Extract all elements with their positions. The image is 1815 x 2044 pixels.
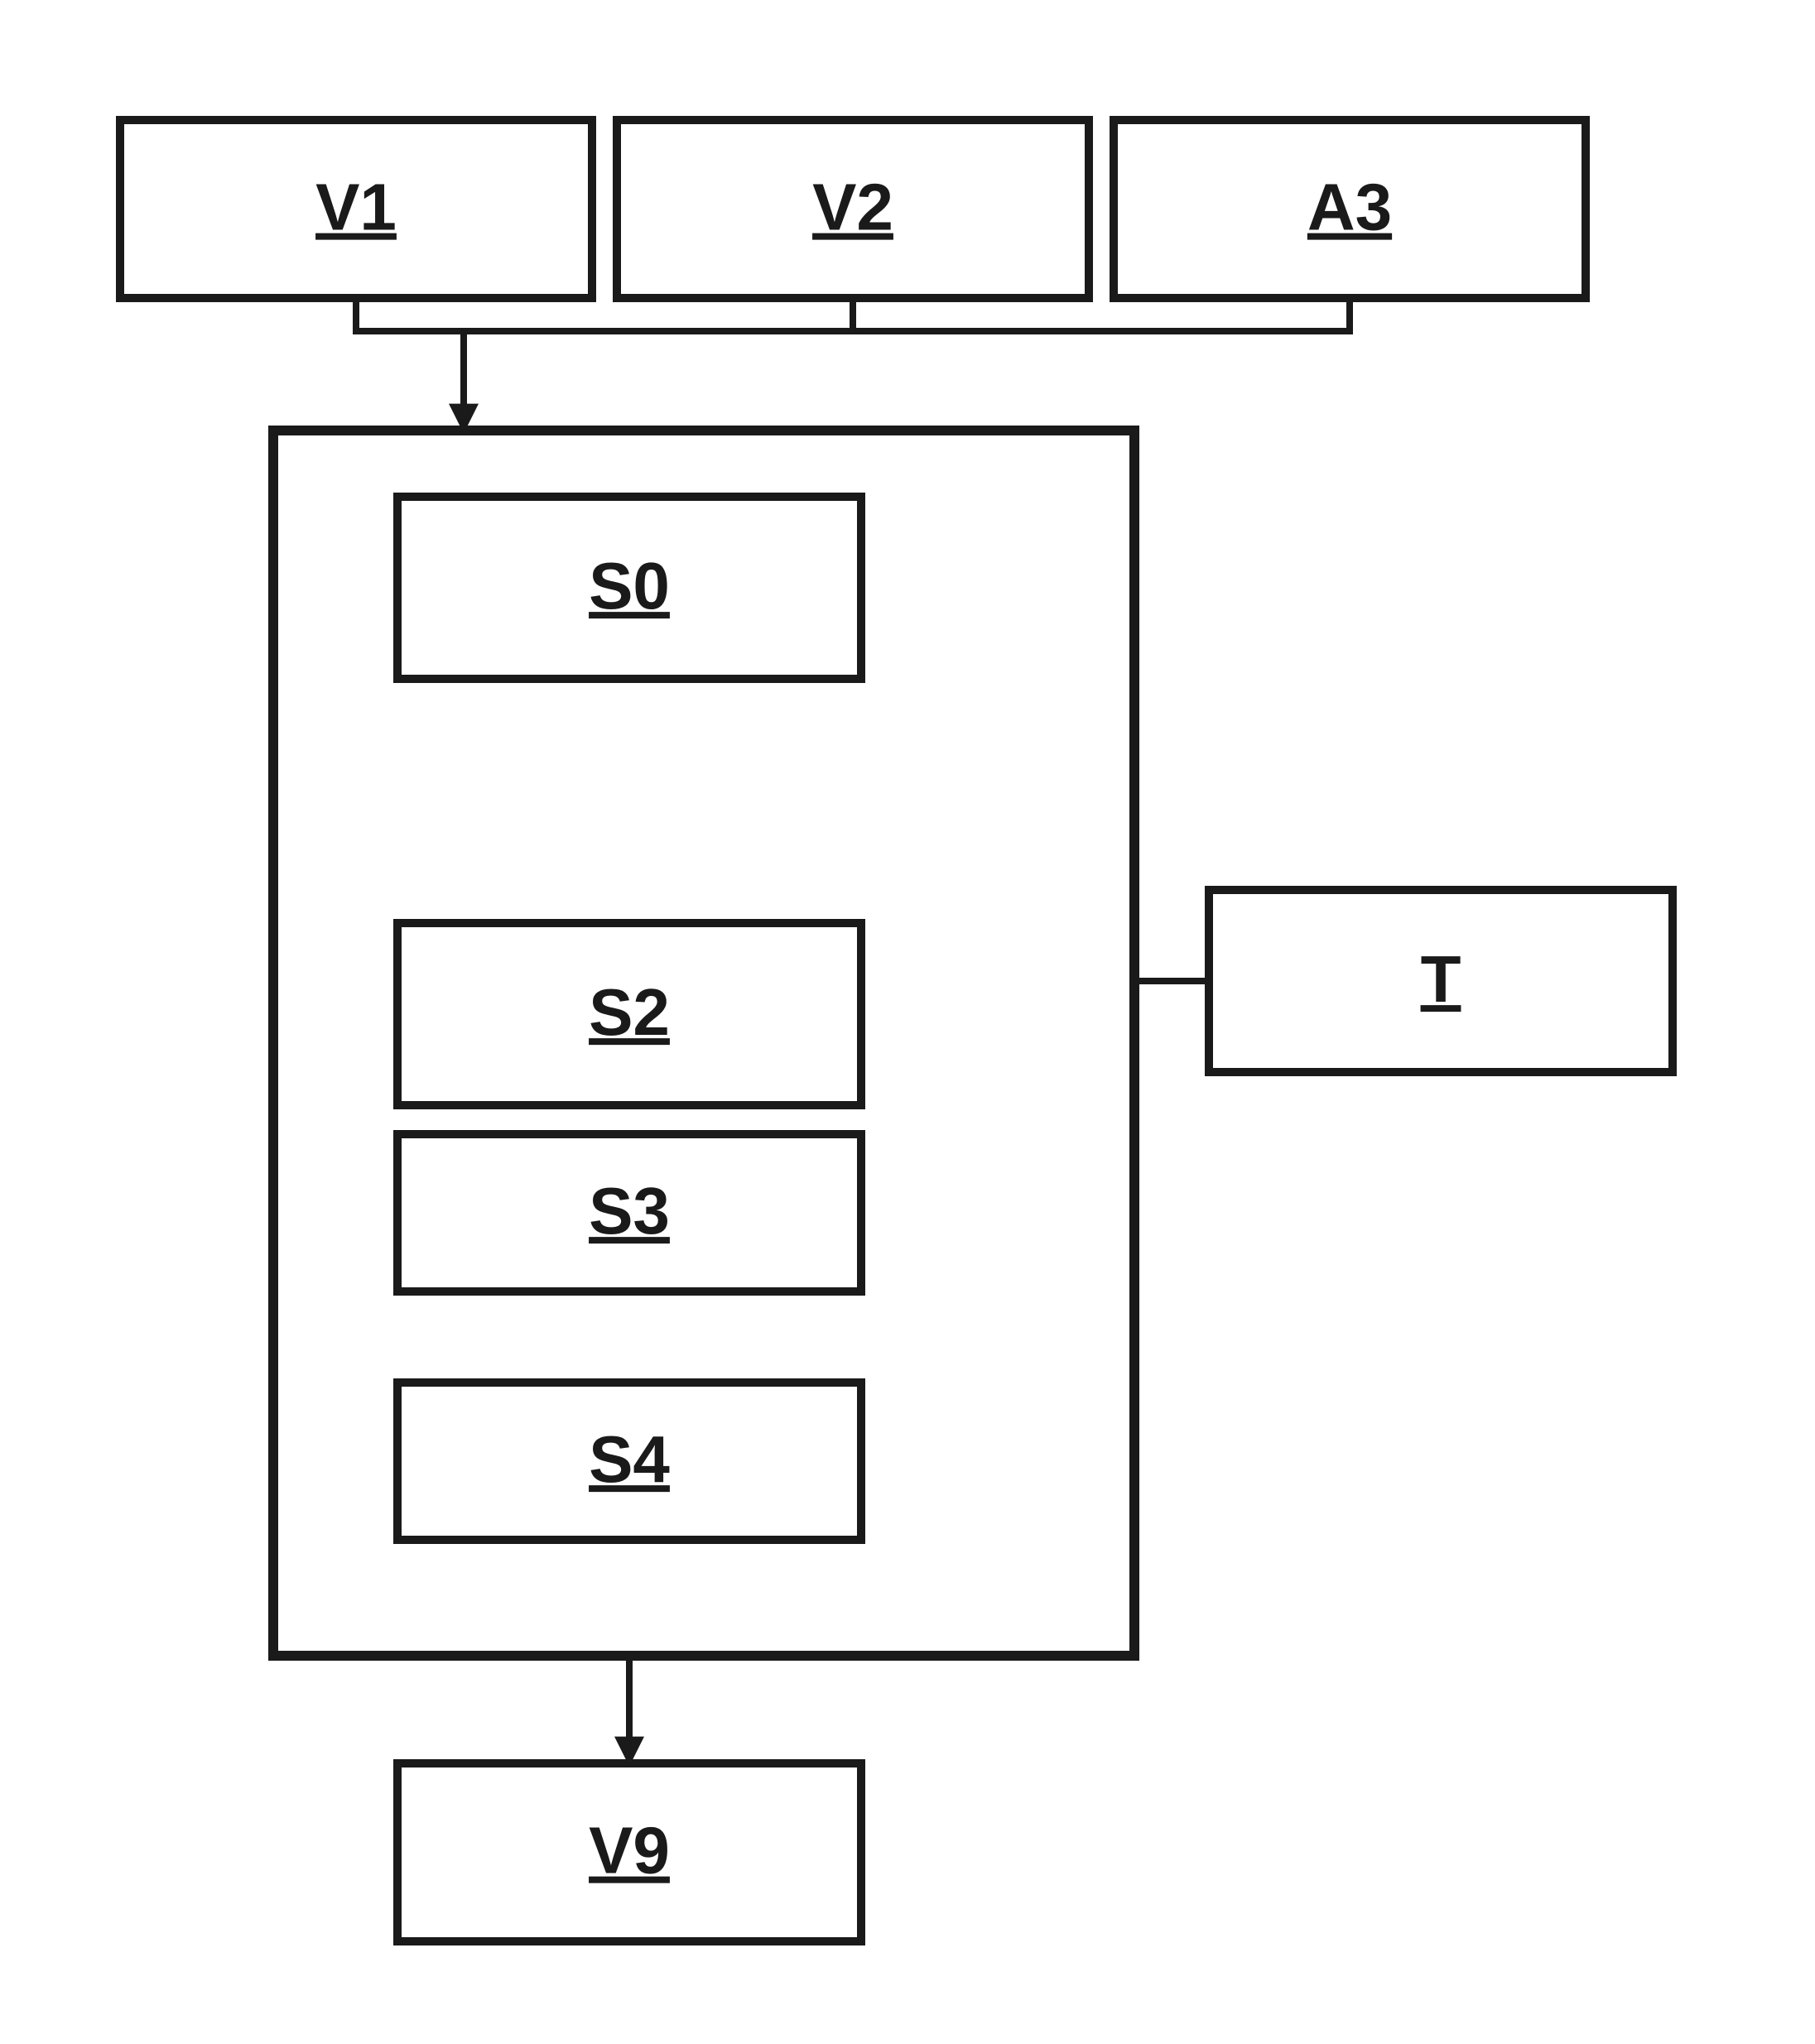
node-s2: S2 — [397, 923, 861, 1105]
node-a3-label: A3 — [1307, 171, 1392, 244]
node-v9: V9 — [397, 1763, 861, 1941]
node-v2-label: V2 — [812, 171, 893, 244]
node-v2: V2 — [617, 120, 1089, 298]
node-s0-label: S0 — [589, 549, 670, 623]
node-s3: S3 — [397, 1134, 861, 1291]
node-v1-label: V1 — [315, 171, 397, 244]
node-s0: S0 — [397, 497, 861, 679]
node-t-label: T — [1421, 942, 1461, 1016]
node-a3: A3 — [1114, 120, 1586, 298]
node-s4: S4 — [397, 1383, 861, 1540]
node-s2-label: S2 — [589, 975, 670, 1049]
node-v1: V1 — [120, 120, 592, 298]
node-s4-label: S4 — [589, 1422, 670, 1496]
node-v9-label: V9 — [589, 1814, 670, 1888]
node-s3-label: S3 — [589, 1174, 670, 1248]
node-t: T — [1209, 890, 1673, 1072]
